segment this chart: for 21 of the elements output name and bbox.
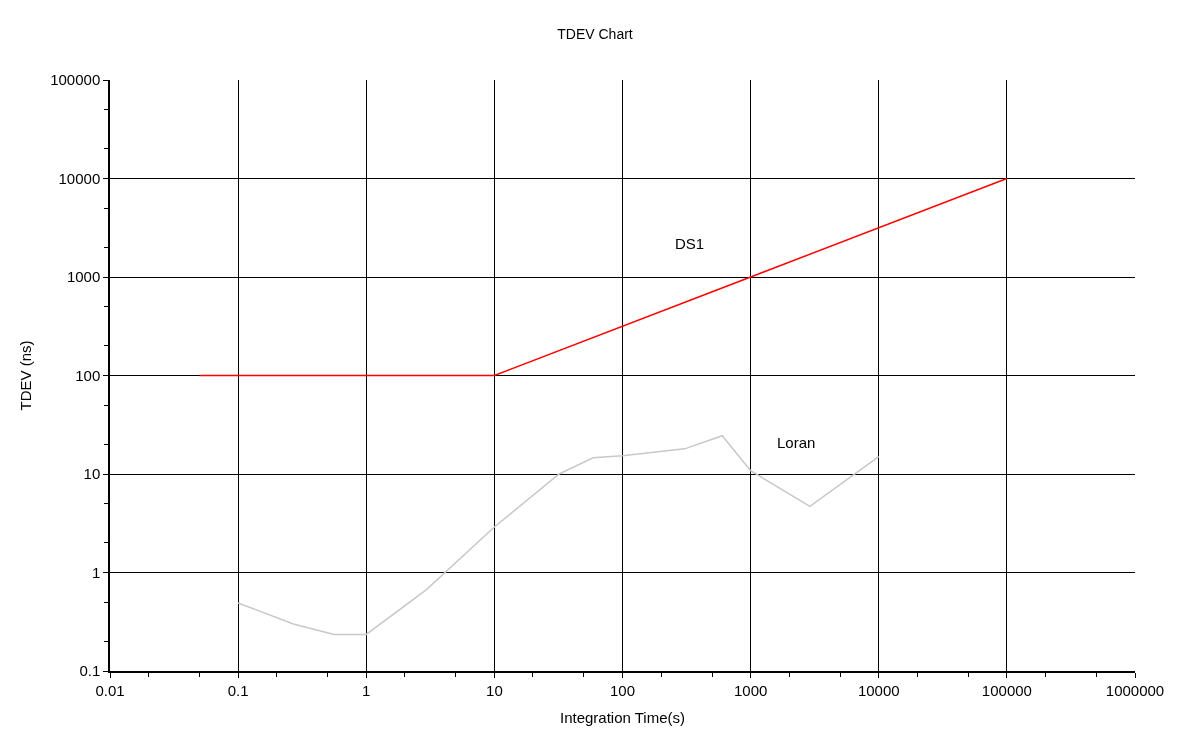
chart-title: TDEV Chart [557, 26, 633, 43]
text: Loran [777, 434, 816, 451]
x-tick-label: 100 [609, 681, 636, 699]
y-tick-label: 10 [83, 465, 101, 483]
y-tick-label: 1 [91, 563, 101, 581]
x-tick-label: 1000 [733, 681, 768, 699]
x-axis-title: Integration Time(s) [559, 709, 686, 727]
y-tick-label: 100 [75, 366, 101, 384]
x-tick-label: 1000000 [1105, 681, 1165, 699]
y-tick-label: 1000 [66, 268, 101, 286]
y-tick-label: 100000 [50, 71, 101, 89]
y-axis-title: TDEV (ns) [16, 340, 34, 411]
y-tick-label: 0.1 [79, 662, 101, 680]
y-tick-label: 10000 [58, 169, 101, 187]
x-tick-label: 0.01 [95, 681, 125, 699]
x-tick-label: 100000 [981, 681, 1032, 699]
x-tick-label: 0.1 [227, 681, 249, 699]
text: DS1 [675, 235, 705, 252]
x-tick-label: 10000 [857, 681, 900, 699]
x-tick-label: 1 [362, 681, 371, 699]
x-tick-label: 10 [486, 681, 503, 699]
